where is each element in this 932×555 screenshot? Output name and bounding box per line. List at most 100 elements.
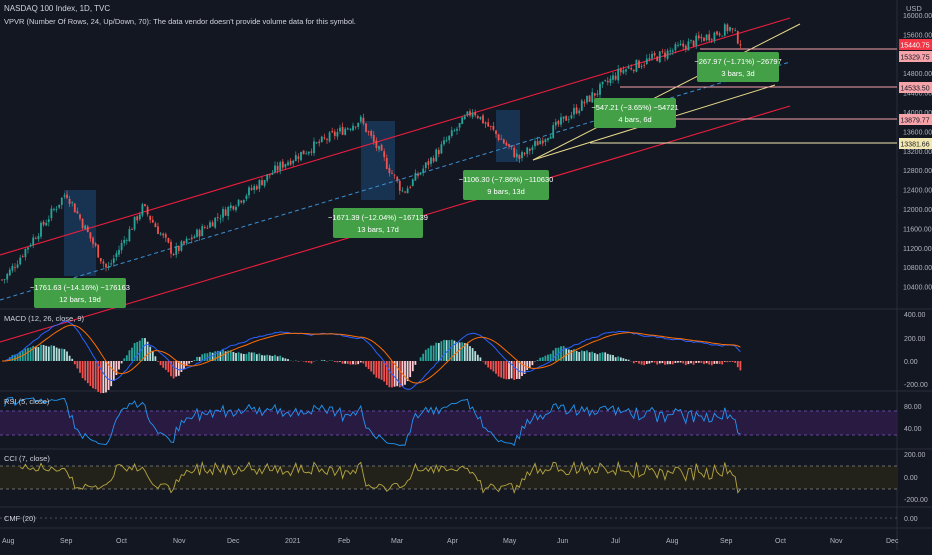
candle-body [727,25,729,32]
candle-body [97,245,99,258]
candle-body [422,169,424,173]
macd-histogram-bar [256,354,258,361]
candle-body [448,136,450,140]
candle-body [334,132,336,136]
candle-body [386,158,388,169]
candle-body [623,70,625,73]
macd-histogram-bar [381,361,383,380]
measure-label-2[interactable]: −1671.39 (−12.04%) −167139 13 bars, 17d [328,208,428,238]
price-badge-1: 15440.75 [899,39,932,50]
macd-histogram-bar [716,361,718,364]
candle-body [378,146,380,149]
candle-body [547,138,549,140]
macd-histogram-bar [675,361,677,363]
macd-histogram-bar [357,361,359,364]
candle-body [688,41,690,50]
candle-body [376,141,378,148]
measure-label-1[interactable]: −1761.63 (−14.16%) −176163 12 bars, 19d [30,278,130,308]
measure-zone-2[interactable] [361,121,395,200]
candle-body [147,207,149,215]
macd-histogram-bar [191,361,193,362]
measure-label-4[interactable]: −547.21 (−3.65%) −54721 4 bars, 6d [591,98,678,128]
candle-body [506,143,508,146]
macd-tick-2: 200.00 [904,336,926,343]
macd-histogram-bar [477,355,479,361]
candle-body [524,153,526,154]
candle-body [539,141,541,144]
macd-histogram-bar [383,361,385,382]
measure-label-3[interactable]: −1106.30 (−7.86%) −110630 9 bars, 13d [459,170,554,200]
macd-histogram-bar [181,361,183,372]
macd-histogram-bar [664,361,666,365]
macd-histogram-bar [526,361,528,370]
macd-histogram-bar [92,361,94,388]
candle-body [695,36,697,46]
macd-histogram-bar [352,361,354,364]
candle-body [220,218,222,219]
candle-body [659,51,661,62]
macd-histogram-bar [305,361,307,362]
candle-body [123,240,125,243]
candle-body [389,168,391,173]
macd-histogram-bar [43,345,45,361]
candle-body [628,67,630,69]
candle-body [113,258,115,262]
macd-histogram-bar [235,353,237,361]
macd-histogram-bar [625,359,627,361]
macd-histogram-bar [555,348,557,361]
time-tick-label: Nov [173,538,186,545]
macd-histogram-bar [240,353,242,361]
macd-histogram-bar [568,349,570,361]
macd-histogram-bar [118,361,120,369]
macd-histogram-bar [370,361,372,371]
candle-body [261,180,263,185]
candle-body [194,236,196,238]
macd-histogram-bar [420,357,422,361]
macd-histogram-bar [378,361,380,379]
candle-body [724,24,726,35]
macd-histogram-bar [459,342,461,361]
candle-body [402,191,404,192]
macd-histogram-bar [604,352,606,361]
candle-body [243,200,245,203]
candle-body [110,263,112,264]
candle-body [87,227,89,232]
macd-histogram-bar [690,361,692,363]
macd-histogram-bar [311,361,313,363]
macd-histogram-bar [194,360,196,361]
macd-histogram-bar [396,361,398,386]
candle-body [157,226,159,234]
macd-histogram-bar [74,361,76,364]
candle-body [295,155,297,161]
macd-histogram-bar [266,355,268,361]
macd-histogram-bar [131,348,133,361]
candle-body [568,119,570,120]
candle-body [461,117,463,124]
measure-label-5[interactable]: −267.97 (−1.71%) −26797 3 bars, 3d [694,52,781,82]
macd-histogram-bar [493,361,495,371]
candle-body [324,137,326,138]
candle-body [209,222,211,227]
macd-histogram-bar [126,355,128,361]
macd-histogram-bar [506,361,508,379]
candle-body [649,58,651,59]
macd-histogram-bar [688,361,690,364]
price-tick-label: 12800.00 [903,168,932,175]
macd-histogram-bar [272,356,274,361]
macd-histogram-bar [165,361,167,370]
macd-histogram-bar [87,361,89,383]
candle-body [459,123,461,127]
candle-body [672,50,674,51]
macd-histogram-bar [529,361,531,368]
trend-line-upper[interactable] [533,24,800,160]
candle-body [425,163,427,169]
candle-body [368,131,370,132]
macd-histogram-bar [51,345,53,361]
measure-label-3-line2: 9 bars, 13d [487,187,525,196]
time-tick-label: Jun [557,538,568,545]
candle-body [84,225,86,229]
time-tick-label: Oct [775,538,786,545]
candle-body [586,96,588,103]
